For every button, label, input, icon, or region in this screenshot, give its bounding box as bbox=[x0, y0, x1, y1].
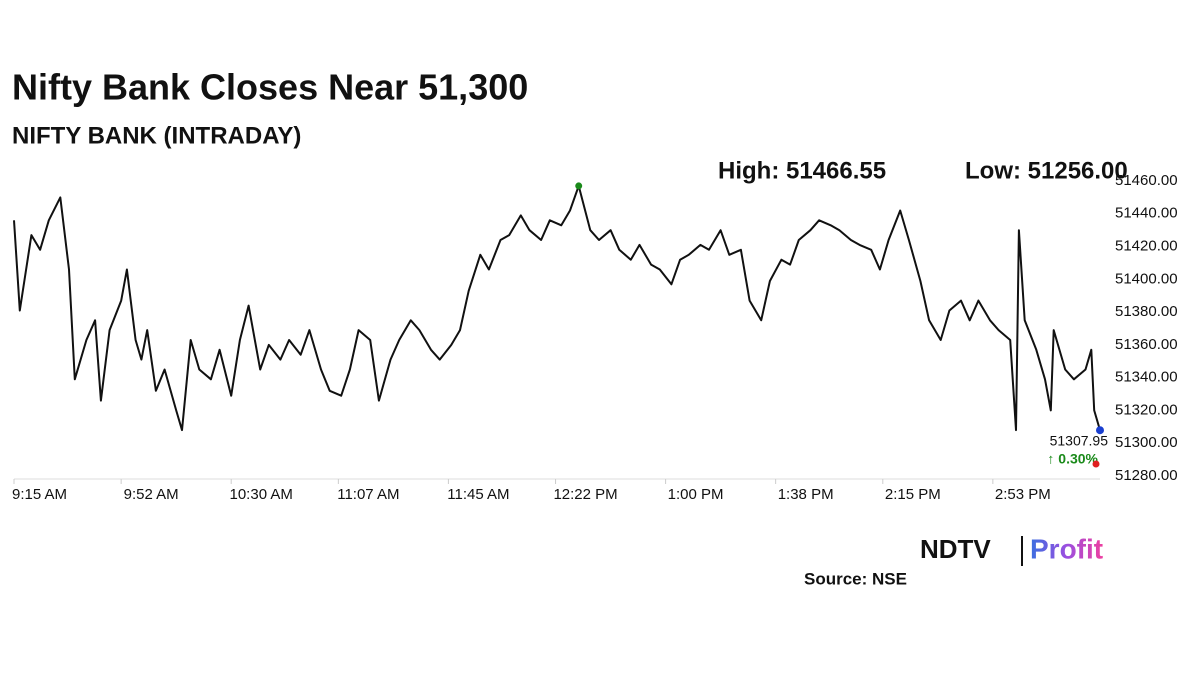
high-label: High: 51466.55 bbox=[718, 157, 886, 184]
price-line bbox=[13, 184, 1101, 432]
y-tick-label: 51320.00 bbox=[1115, 401, 1178, 418]
y-tick-label: 51440.00 bbox=[1115, 205, 1178, 222]
source: Source: NSE bbox=[804, 569, 907, 588]
x-tick-label: 2:53 PM bbox=[995, 486, 1051, 503]
y-tick-label: 51380.00 bbox=[1115, 303, 1178, 320]
y-tick-label: 51360.00 bbox=[1115, 336, 1178, 353]
last-value-label: 51307.95 bbox=[1050, 433, 1109, 449]
change-dot bbox=[1092, 460, 1100, 468]
x-tick-label: 9:15 AM bbox=[12, 486, 67, 503]
chart-title: Nifty Bank Closes Near 51,300 bbox=[12, 67, 528, 108]
change-label: ↑ 0.30% bbox=[1047, 451, 1098, 467]
x-tick-label: 12:22 PM bbox=[553, 486, 617, 503]
x-tick-label: 11:45 AM bbox=[447, 486, 509, 503]
x-tick-label: 2:15 PM bbox=[885, 486, 941, 503]
high-dot bbox=[575, 182, 583, 190]
x-tick-label: 1:38 PM bbox=[778, 486, 834, 503]
y-tick-label: 51400.00 bbox=[1115, 270, 1178, 287]
x-tick-label: 9:52 AM bbox=[124, 486, 179, 503]
logo-sub: Profit bbox=[1030, 533, 1103, 564]
y-tick-label: 51460.00 bbox=[1115, 172, 1178, 189]
x-tick-label: 10:30 AM bbox=[230, 486, 293, 503]
last-dot bbox=[1096, 426, 1104, 435]
y-tick-label: 51420.00 bbox=[1115, 238, 1178, 255]
chart-subtitle: NIFTY BANK (INTRADAY) bbox=[12, 122, 301, 149]
x-tick-label: 11:07 AM bbox=[337, 486, 399, 503]
x-tick-label: 1:00 PM bbox=[668, 486, 724, 503]
y-tick-label: 51300.00 bbox=[1115, 434, 1178, 451]
logo-main: NDTV bbox=[920, 534, 991, 564]
low-label: Low: 51256.00 bbox=[965, 157, 1128, 184]
y-tick-label: 51340.00 bbox=[1115, 369, 1178, 386]
y-tick-label: 51280.00 bbox=[1115, 467, 1178, 484]
